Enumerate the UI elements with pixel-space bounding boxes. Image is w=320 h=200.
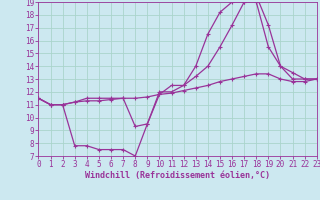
X-axis label: Windchill (Refroidissement éolien,°C): Windchill (Refroidissement éolien,°C) [85,171,270,180]
